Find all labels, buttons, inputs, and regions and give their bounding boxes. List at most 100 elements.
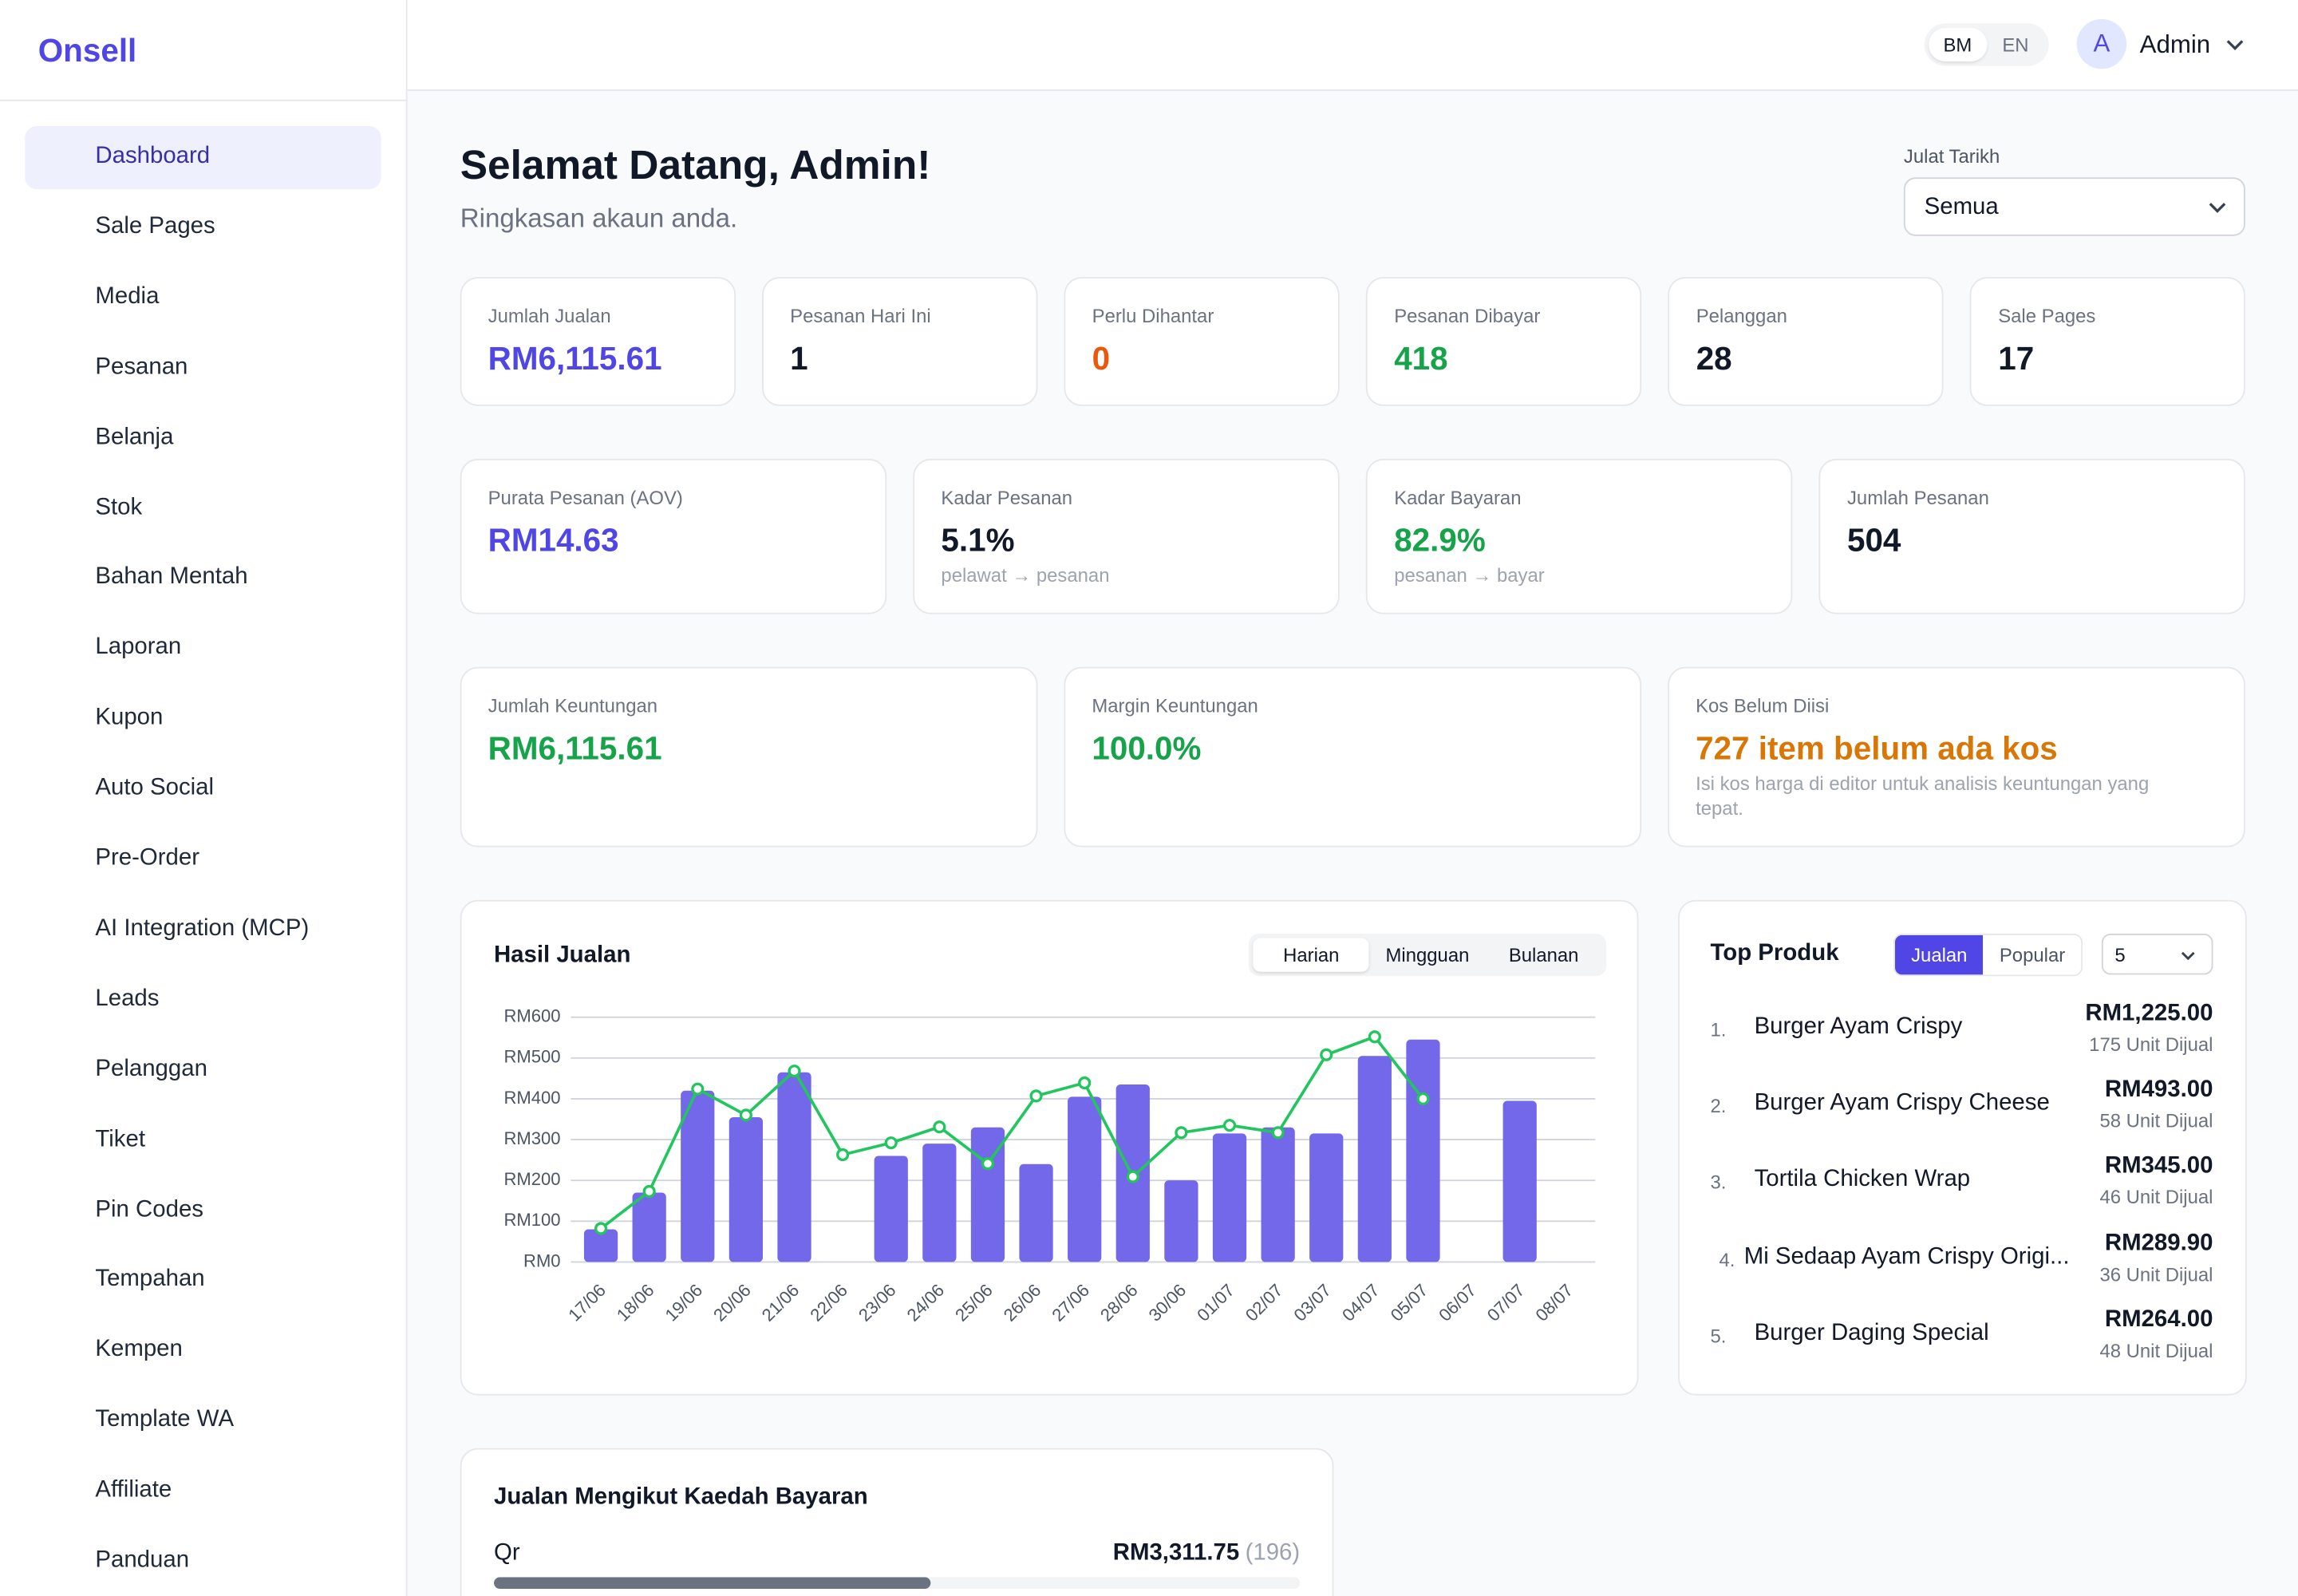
language-option[interactable]: BM [1929,27,1987,62]
menu-item[interactable]: Auto Social [25,758,381,821]
stat-label: Kadar Bayaran [1394,486,1522,509]
menu-item[interactable]: Media [25,267,381,330]
menu-item[interactable]: Tempahan [25,1250,381,1313]
menu-item[interactable]: Kupon [25,688,381,751]
product-name: Mi Sedaap Ayam Crispy Origi... [1743,1243,2070,1269]
stat-label: Pesanan Hari Ini [790,305,931,327]
menu-item[interactable]: Dashboard [25,125,381,189]
stat-note: pelawat → pesanan [941,564,1110,587]
menu-label: Pin Codes [95,1196,203,1222]
stat-value: 727 item belum ada kos [1696,729,2058,767]
x-tick-label: 06/07 [1435,1280,1480,1325]
page-subtitle: Ringkasan akaun anda. [460,203,738,234]
bar [1357,1056,1392,1262]
menu-item[interactable]: Affiliate [25,1460,381,1523]
avatar[interactable]: A [2076,18,2127,69]
limit-select[interactable]: 5 [2101,934,2213,975]
menu-item[interactable]: Pin Codes [25,1179,381,1242]
line-point [1368,1030,1381,1044]
product-rank: 5. [1710,1325,1727,1347]
menu-item[interactable]: Stok [25,477,381,540]
x-tick-label: 20/06 [709,1280,755,1325]
x-tick-label: 21/06 [758,1280,804,1325]
menu-label: Panduan [95,1547,190,1573]
menu-label: Belanja [95,424,174,450]
menu-item[interactable]: Sale Pages [25,196,381,259]
line-point [642,1184,656,1199]
menu-item[interactable]: Belanja [25,407,381,470]
method-value: RM3,311.75 [1112,1540,1240,1566]
range-tab[interactable]: Bulanan [1508,943,1579,966]
stat-value: RM6,115.61 [488,340,662,377]
line-point [788,1065,801,1078]
range-tab[interactable]: Harian [1253,938,1370,972]
stat-value: 28 [1696,340,1732,377]
menu-item[interactable]: Kempen [25,1320,381,1383]
line-point [933,1120,946,1134]
menu-item[interactable]: Pre-Order [25,828,381,891]
product-amount: RM264.00 [2104,1306,2213,1333]
menu-item[interactable]: Panduan [25,1531,381,1594]
menu-label: Leads [95,986,160,1011]
product-tab[interactable]: Popular [1983,934,2082,975]
stat-label: Jumlah Keuntungan [488,694,658,717]
bar [1502,1100,1537,1262]
stat-label: Sale Pages [1998,305,2096,327]
x-tick-label: 07/07 [1483,1280,1529,1325]
stat-value: 1 [790,340,808,377]
method-count: (196) [1245,1540,1301,1566]
product-units: 48 Unit Dijual [2099,1339,2213,1361]
top-products-card: Top Produk Jualan Popular 5 1. Burger Ayam… [1678,899,2247,1396]
chart-title: Hasil Jualan [494,941,630,967]
menu-item[interactable]: Bahan Mentah [25,547,381,610]
x-tick-label: 02/07 [1242,1280,1287,1325]
page-title: Selamat Datang, Admin! [460,142,931,188]
stat-value: RM6,115.61 [488,729,662,767]
menu-label: AI Integration (MCP) [95,915,310,941]
payment-card: Jualan Mengikut Kaedah Bayaran Qr RM3,311… [460,1448,1334,1596]
stat-card: Jumlah Jualan RM6,115.61 [460,277,736,406]
menu-item[interactable]: AI Integration (MCP) [25,899,381,962]
logo[interactable]: Onsell [38,32,137,69]
menu-label: Sale Pages [95,213,215,239]
language-option[interactable]: EN [2002,34,2029,56]
stat-card: Purata Pesanan (AOV) RM14.63 [460,458,886,614]
stat-card: Sale Pages 17 [1970,277,2245,406]
menu-item[interactable]: Pesanan [25,337,381,400]
x-tick-label: 01/07 [1193,1280,1238,1325]
x-tick-label: 03/07 [1289,1280,1335,1325]
topbar: BM EN A Admin [407,0,2298,91]
stat-value: 100.0% [1092,729,1202,767]
bar [632,1192,666,1262]
stat-label: Jumlah Pesanan [1846,486,1989,509]
menu-item[interactable]: Template WA [25,1390,381,1453]
stat-card: Jumlah Keuntungan RM6,115.61 [460,666,1038,847]
product-tab[interactable]: Jualan [1894,934,1984,975]
menu-label: Pre-Order [95,845,200,871]
sales-chart: Hasil Jualan RM0 RM100 RM200 RM300 RM400 RM50… [494,941,1596,1325]
menu-item[interactable]: Pelanggan [25,1039,381,1102]
payment-title: Jualan Mengikut Kaedah Bayaran [493,1484,868,1510]
x-tick-label: 04/07 [1338,1280,1384,1325]
line-point [1029,1089,1043,1103]
user-name[interactable]: Admin [2139,30,2211,59]
x-tick-label: 26/06 [1000,1280,1045,1325]
x-tick-label: 25/06 [951,1280,997,1325]
product-amount: RM289.90 [2104,1231,2213,1256]
stat-note: Isi kos harga di editor untuk analisis k… [1696,772,2150,820]
menu-item[interactable]: Laporan [25,618,381,681]
menu-item[interactable]: Leads [25,969,381,1032]
menu-label: Template WA [95,1407,235,1432]
bar [970,1127,1005,1262]
product-rank: 4. [1719,1248,1735,1270]
method-amount: RM3,311.75 (196) [1113,1540,1300,1566]
stat-note: pesanan → bayar [1394,564,1545,587]
x-tick-label: 22/06 [806,1280,851,1325]
y-tick-label: RM300 [504,1128,561,1148]
menu-item[interactable]: Tiket [25,1109,381,1172]
stat-card: Kos Belum Diisi 727 item belum ada kos Isi… [1668,666,2245,847]
x-tick-label: 24/06 [903,1280,949,1325]
date-filter-select[interactable]: Semua [1903,177,2245,236]
menu-label: Tempahan [95,1266,205,1292]
range-tab[interactable]: Mingguan [1385,943,1470,966]
